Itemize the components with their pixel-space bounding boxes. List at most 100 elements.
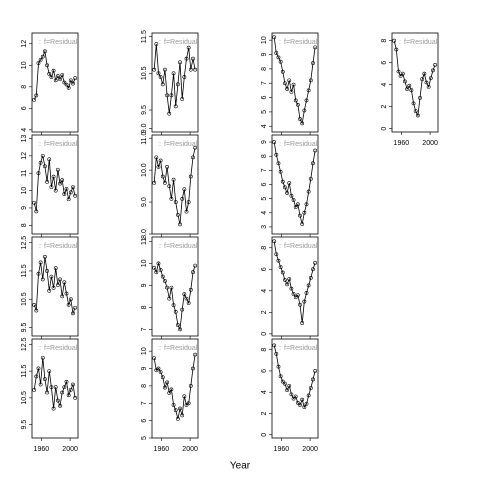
point	[158, 370, 163, 374]
point	[191, 155, 195, 160]
panel-frame	[151, 134, 199, 235]
point	[58, 277, 62, 282]
point	[193, 263, 198, 268]
point	[55, 74, 60, 78]
point	[300, 321, 305, 325]
point	[163, 385, 167, 390]
point	[308, 275, 313, 280]
plot-area	[272, 239, 318, 325]
point	[180, 196, 185, 201]
point	[156, 71, 161, 76]
plot-area	[272, 35, 318, 126]
point	[165, 285, 169, 290]
series-line	[153, 147, 196, 225]
point	[191, 56, 195, 61]
y-tick-label: 6	[21, 106, 28, 110]
point	[295, 102, 300, 107]
point	[169, 93, 174, 98]
point	[73, 193, 78, 198]
point	[272, 343, 277, 348]
point	[193, 352, 198, 357]
point	[163, 181, 167, 185]
point	[276, 161, 281, 166]
point	[45, 63, 49, 68]
point	[178, 222, 182, 227]
point	[40, 153, 45, 158]
point	[64, 291, 69, 296]
y-tick-label: 5	[261, 197, 268, 201]
point	[156, 165, 161, 169]
x-tick-label: 1960	[274, 446, 290, 453]
point	[302, 108, 307, 113]
panel-frame	[31, 236, 79, 337]
point	[274, 51, 279, 55]
point	[62, 192, 67, 196]
point	[32, 200, 37, 205]
point	[278, 265, 283, 270]
x-tick-label: 1960	[394, 140, 410, 147]
y-tick-label: 9.5	[21, 323, 28, 333]
point	[173, 104, 178, 109]
panel-frame	[391, 32, 439, 133]
point	[32, 302, 37, 307]
point	[38, 382, 43, 387]
point	[283, 185, 287, 190]
point	[68, 387, 73, 392]
point	[62, 80, 67, 85]
point	[152, 265, 157, 270]
point	[415, 113, 420, 118]
y-tick-label: 8	[261, 67, 268, 71]
point	[272, 239, 277, 244]
point	[186, 45, 191, 50]
point	[278, 374, 283, 379]
point	[36, 271, 41, 276]
series-line	[273, 142, 316, 225]
panel-dots: :	[279, 39, 281, 46]
point	[433, 63, 438, 67]
point	[53, 266, 58, 271]
point	[291, 396, 296, 401]
point	[160, 375, 165, 380]
point	[283, 278, 287, 282]
series-line	[273, 241, 316, 324]
point	[274, 152, 279, 157]
point	[73, 395, 78, 400]
point	[160, 174, 165, 179]
point	[34, 209, 39, 214]
y-tick-label: 2	[261, 310, 268, 314]
panel: f=Residual: 5 6 7 8 9 10 1960 2000	[141, 338, 199, 453]
point	[188, 287, 193, 292]
series-line	[153, 354, 196, 419]
point	[280, 379, 285, 384]
y-tick-label: 6	[261, 369, 268, 373]
y-tick-label: 8	[141, 384, 148, 388]
panel: f=Residual: 0 2 4 6 8 1960 2000	[381, 32, 439, 147]
panel-label: f=Residual	[164, 243, 198, 250]
panel: f=Residual: 4 5 6 7 8 9 10	[261, 32, 319, 135]
panel: f=Residual: 0 2 4 6 8 1960 2000	[261, 338, 319, 453]
panel-dots: :	[39, 243, 41, 250]
y-tick-label: 10	[141, 347, 148, 355]
y-tick-label: 8	[261, 154, 268, 158]
point	[64, 82, 69, 87]
point	[64, 379, 69, 384]
point	[276, 364, 281, 369]
point	[394, 47, 399, 52]
point	[178, 60, 182, 65]
plot-area	[272, 343, 318, 410]
point	[71, 382, 75, 387]
y-tick-label: 5	[261, 110, 268, 114]
point	[298, 302, 302, 307]
point	[180, 307, 185, 312]
point	[283, 81, 287, 86]
point	[156, 261, 161, 266]
point	[152, 181, 157, 185]
point	[158, 268, 163, 272]
plot-area	[152, 42, 198, 116]
x-tick-label: 1960	[154, 446, 170, 453]
point	[73, 305, 78, 310]
point	[163, 67, 167, 72]
point	[71, 81, 75, 86]
y-tick-label: 10	[261, 36, 268, 44]
y-tick-label: 12	[21, 152, 28, 160]
